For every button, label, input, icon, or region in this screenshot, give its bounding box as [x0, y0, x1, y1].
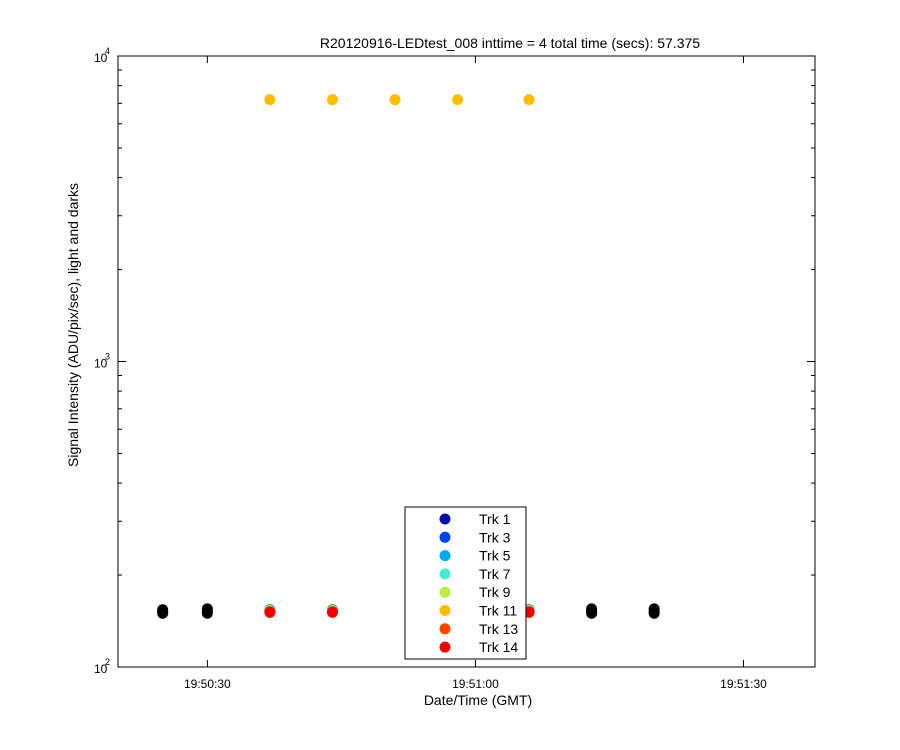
- series-trk-11: [264, 94, 535, 106]
- legend-box: [404, 506, 527, 660]
- x-axis-title: Date/Time (GMT): [424, 692, 532, 708]
- data-point: [452, 94, 464, 106]
- data-point: [264, 94, 276, 106]
- legend-label: Trk 13: [479, 621, 518, 637]
- legend-label: Trk 14: [479, 639, 518, 655]
- legend-label: Trk 7: [479, 566, 511, 582]
- data-point: [264, 606, 276, 618]
- legend-marker: [439, 586, 451, 598]
- data-point: [201, 603, 213, 615]
- legend-label: Trk 11: [479, 603, 517, 619]
- legend-marker: [439, 605, 451, 616]
- y-tick-label: 10: [94, 662, 108, 676]
- y-tick-label: 10: [94, 357, 108, 371]
- y-axis-title: Signal Intensity (ADU/pix/sec), light an…: [65, 183, 81, 467]
- legend-label: Trk 9: [479, 584, 511, 600]
- legend-marker: [439, 550, 451, 562]
- legend-label: Trk 3: [479, 529, 511, 545]
- legend-label: Trk 5: [479, 548, 511, 564]
- x-tick-label: 19:51:30: [720, 677, 767, 691]
- legend-label: Trk 1: [479, 511, 511, 527]
- legend-marker: [439, 641, 451, 653]
- legend-marker: [439, 568, 451, 580]
- legend: Trk 1 Trk 3 Trk 5 Trk 7 Trk 9 Trk 11 Trk 13 Trk…: [404, 506, 527, 660]
- data-point: [157, 604, 169, 616]
- data-point: [648, 603, 660, 615]
- x-tick-label: 19:50:30: [184, 677, 231, 691]
- data-point: [586, 603, 598, 615]
- data-point: [326, 94, 338, 106]
- data-points: [157, 94, 660, 619]
- y-tick-exponent: 4: [105, 46, 110, 56]
- data-point: [523, 94, 535, 106]
- data-point: [389, 94, 401, 106]
- series-unlabeled: [157, 603, 660, 619]
- legend-marker: [439, 513, 451, 525]
- legend-marker: [439, 531, 451, 543]
- chart-title: R20120916-LEDtest_008 inttime = 4 total …: [320, 35, 700, 51]
- legend-marker: [439, 623, 451, 635]
- y-tick-exponent: 3: [105, 352, 110, 362]
- y-tick-label: 10: [94, 51, 108, 65]
- y-tick-exponent: 2: [105, 657, 110, 667]
- x-tick-label: 19:51:00: [452, 677, 499, 691]
- data-point: [326, 606, 338, 618]
